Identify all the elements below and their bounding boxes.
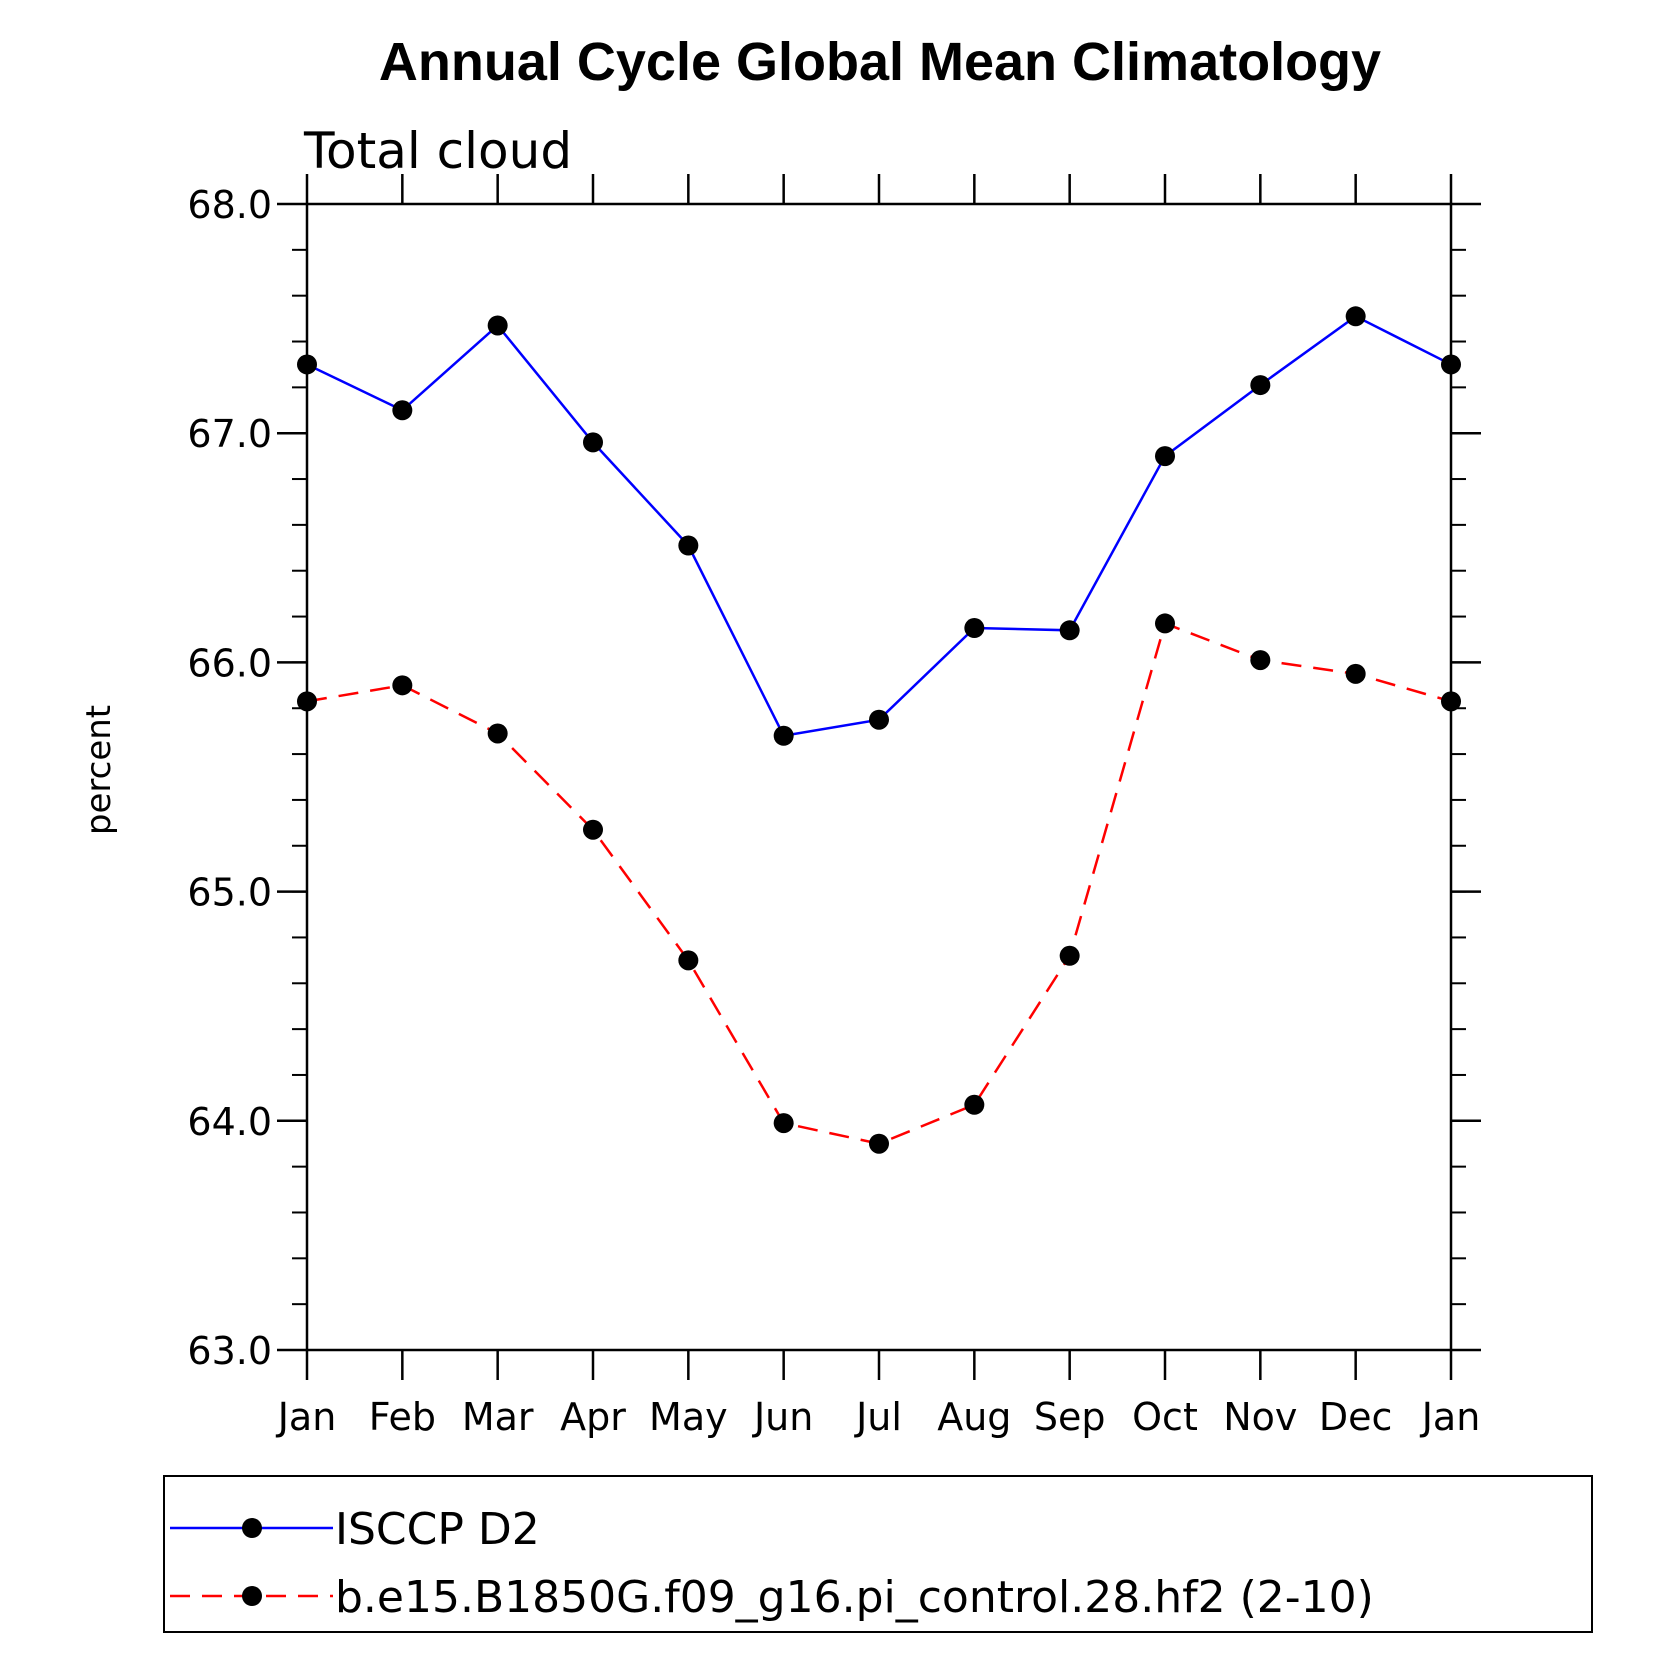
- y-tick-label: 64.0: [187, 1100, 272, 1144]
- series-1-point: [678, 535, 699, 556]
- series-1-point: [1345, 306, 1366, 327]
- legend-box: [163, 1475, 1593, 1633]
- series-2-point: [964, 1094, 985, 1115]
- x-tick-label: May: [649, 1395, 728, 1439]
- series-2-point: [678, 950, 699, 971]
- plot-area: [297, 306, 1461, 1154]
- legend-label-2: b.e15.B1850G.f09_g16.pi_control.28.hf2 (…: [335, 1572, 1374, 1623]
- y-axis-label: percent: [79, 705, 119, 835]
- y-tick-label: 66.0: [187, 641, 272, 685]
- legend-marker-1: [242, 1518, 262, 1538]
- series-1-point: [964, 618, 985, 639]
- x-tick-label: Sep: [1034, 1395, 1106, 1439]
- series-1-point: [1250, 375, 1271, 396]
- series-2-point: [1059, 945, 1080, 966]
- series-2-point: [392, 675, 413, 696]
- y-tick-label: 68.0: [187, 183, 272, 227]
- x-tick-label: Jul: [854, 1395, 902, 1439]
- x-tick-label: Dec: [1319, 1395, 1393, 1439]
- series-line-2: [306, 621, 1452, 1146]
- plot-frame: [305, 202, 1453, 1352]
- x-axis: Jan Feb Mar Apr May Jun Jul Aug Sep Oct Nov Dec Jan: [276, 174, 1481, 1439]
- chart-title: Annual Cycle Global Mean Climatology: [379, 32, 1381, 92]
- series-2-point: [583, 819, 603, 840]
- series-2-point: [487, 723, 508, 744]
- series-2-point: [869, 1133, 889, 1154]
- x-tick-label: Jan: [1420, 1395, 1481, 1439]
- x-tick-label: Oct: [1132, 1395, 1198, 1439]
- series-2-point: [1441, 691, 1461, 712]
- series-2-point: [1345, 663, 1366, 684]
- x-tick-label: Feb: [369, 1395, 436, 1439]
- x-tick-label: Nov: [1223, 1395, 1297, 1439]
- series-2-point: [297, 691, 317, 712]
- axes-frame: [305, 202, 1453, 1352]
- legend-label-1: ISCCP D2: [335, 1504, 540, 1555]
- chart-subtitle: Total cloud: [303, 122, 572, 180]
- legend-marker-2: [242, 1586, 262, 1606]
- y-axis: 63.0 64.0 65.0 66.0 67.0 68.0: [187, 183, 1481, 1373]
- series-1-point: [297, 354, 317, 375]
- series-1-point: [1155, 446, 1175, 467]
- x-tick-label: Aug: [937, 1395, 1011, 1439]
- legend: ISCCP D2 b.e15.B1850G.f09_g16.pi_control.…: [163, 1475, 1593, 1633]
- y-tick-label: 63.0: [187, 1329, 272, 1373]
- x-tick-label: Jan: [276, 1395, 337, 1439]
- x-tick-label: Jun: [752, 1395, 813, 1439]
- x-tick-label: Mar: [462, 1395, 534, 1439]
- series-1-point: [773, 725, 794, 746]
- series-1-point: [1059, 620, 1080, 641]
- y-tick-label: 65.0: [187, 871, 272, 915]
- series-1-point: [1441, 354, 1461, 375]
- series-line-1: [306, 314, 1452, 738]
- series-1-point: [487, 315, 508, 336]
- series-2-point: [1250, 650, 1271, 671]
- series-1-point: [583, 432, 603, 453]
- series-1-point: [869, 709, 889, 730]
- series-1-point: [392, 400, 413, 421]
- series-2-point: [773, 1113, 794, 1134]
- series-2-point: [1155, 613, 1175, 634]
- y-tick-label: 67.0: [187, 412, 272, 456]
- x-tick-label: Apr: [560, 1395, 626, 1439]
